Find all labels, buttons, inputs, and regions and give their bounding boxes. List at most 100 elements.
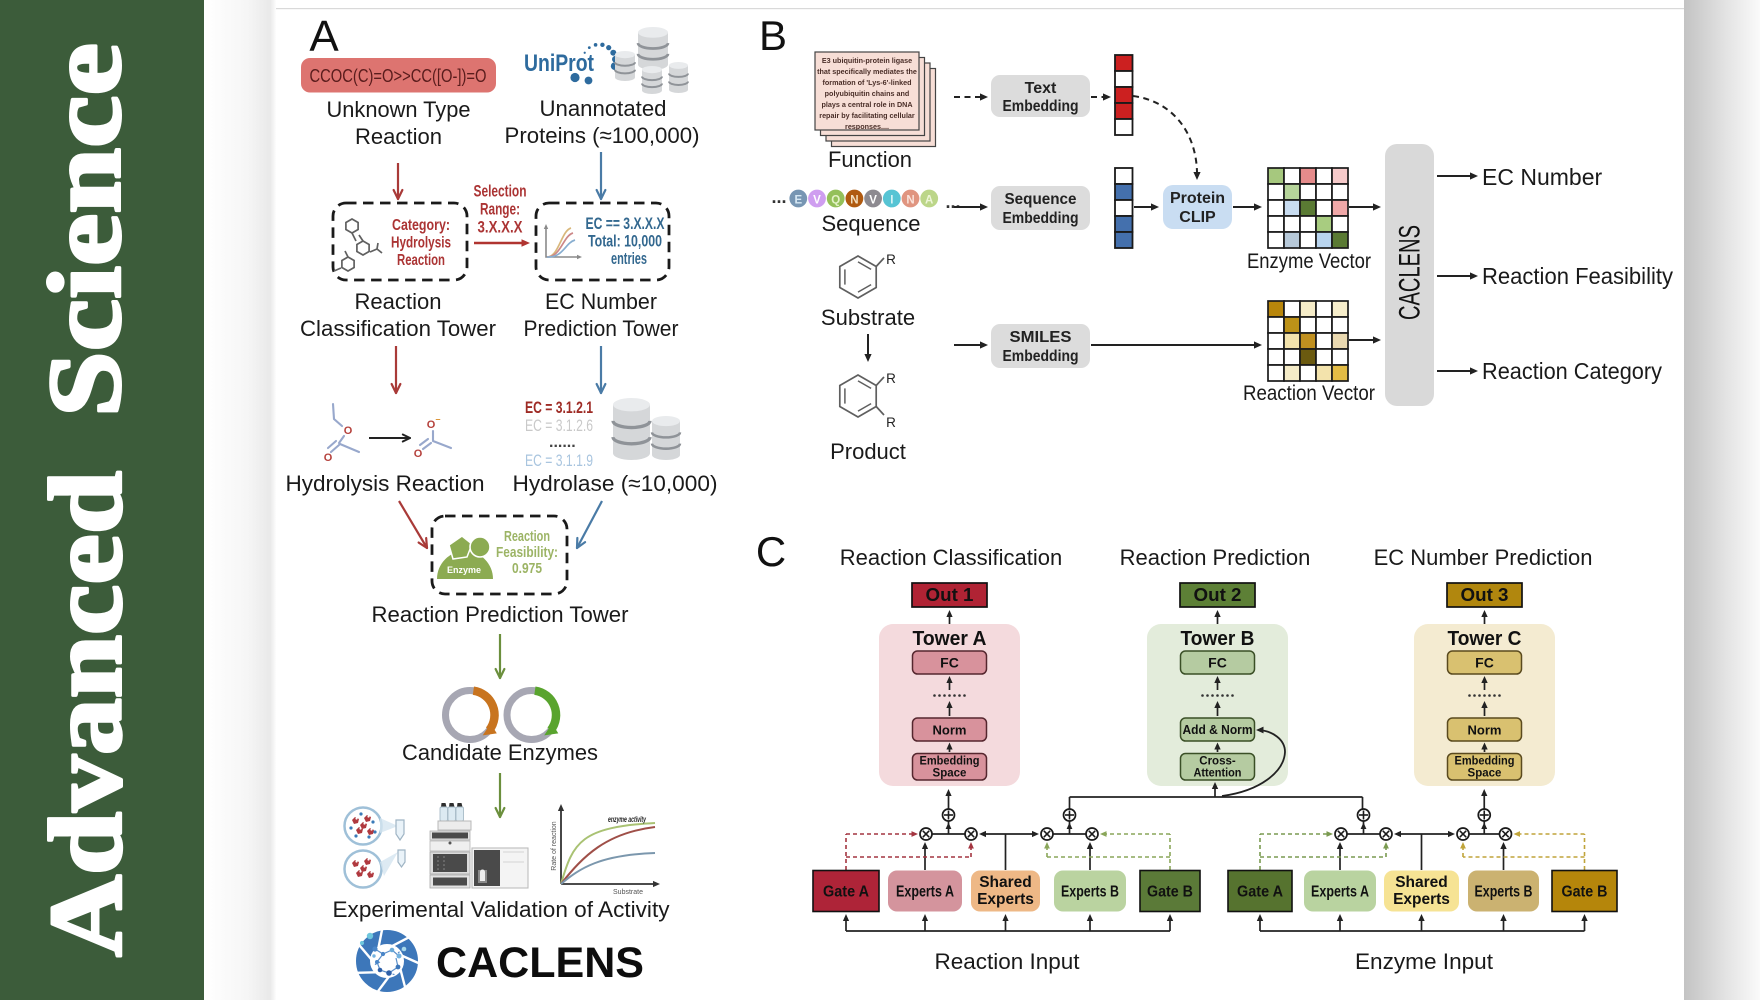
svg-text:Substrate: Substrate <box>821 305 915 330</box>
svg-text:Product: Product <box>830 439 906 464</box>
svg-text:Rate of reaction: Rate of reaction <box>551 821 558 871</box>
svg-text:polyubiquitin chains and: polyubiquitin chains and <box>825 89 910 98</box>
svg-text:Text: Text <box>1025 80 1057 97</box>
svg-text:Gate A: Gate A <box>823 884 869 901</box>
svg-text:Candidate Enzymes: Candidate Enzymes <box>402 740 598 765</box>
svg-text:V: V <box>869 195 877 207</box>
svg-text:O: O <box>344 425 353 437</box>
svg-text:Total: 10,000: Total: 10,000 <box>588 233 662 251</box>
svg-text:–: – <box>435 414 440 424</box>
svg-text:0.975: 0.975 <box>512 560 542 577</box>
svg-text:R: R <box>886 371 896 386</box>
svg-text:Proteins (≈100,000): Proteins (≈100,000) <box>505 123 700 148</box>
svg-text:Unannotated: Unannotated <box>540 96 667 121</box>
svg-text:Reaction Prediction: Reaction Prediction <box>1120 545 1311 570</box>
svg-text:repair by facilitating cellula: repair by facilitating cellular <box>819 111 915 120</box>
svg-text:CACLENS: CACLENS <box>1394 225 1427 320</box>
svg-text:Add & Norm: Add & Norm <box>1183 723 1253 737</box>
svg-text:Feasibility:: Feasibility: <box>496 544 558 561</box>
svg-text:EC Number Prediction: EC Number Prediction <box>1374 545 1593 570</box>
svg-text:FC: FC <box>1208 655 1227 671</box>
svg-text:EC Number: EC Number <box>1482 164 1602 190</box>
svg-text:Reaction: Reaction <box>504 528 550 545</box>
svg-text:N: N <box>850 195 858 207</box>
svg-text:Gate B: Gate B <box>1562 884 1608 901</box>
svg-text:Selection: Selection <box>474 183 527 201</box>
svg-text:Cross-: Cross- <box>1199 756 1236 768</box>
svg-text:V: V <box>813 195 821 207</box>
svg-text:Hydrolysis: Hydrolysis <box>391 235 451 252</box>
svg-text:A: A <box>309 12 339 61</box>
svg-text:Reaction: Reaction <box>355 124 442 149</box>
svg-text:EC = 3.1.2.1: EC = 3.1.2.1 <box>525 399 593 417</box>
svg-text:Unknown Type: Unknown Type <box>327 97 471 122</box>
svg-text:Shared: Shared <box>1395 874 1448 891</box>
svg-text:SMILES: SMILES <box>1010 329 1072 346</box>
svg-text:Advanced: Advanced <box>29 471 144 957</box>
svg-text:Tower B: Tower B <box>1181 628 1255 650</box>
svg-text:Space: Space <box>933 768 967 780</box>
svg-text:Embedding: Embedding <box>1003 348 1079 365</box>
svg-text:EC = 3.1.2.6: EC = 3.1.2.6 <box>525 417 593 435</box>
svg-text:Gate B: Gate B <box>1147 884 1193 901</box>
svg-text:Enzyme: Enzyme <box>447 565 481 576</box>
svg-text:Protein: Protein <box>1170 190 1225 207</box>
svg-text:FC: FC <box>940 655 959 671</box>
svg-text:Out 1: Out 1 <box>926 585 974 605</box>
svg-text:Out 3: Out 3 <box>1461 585 1509 605</box>
svg-text:Sequence: Sequence <box>821 211 920 236</box>
svg-text:Attention: Attention <box>1194 768 1242 780</box>
svg-text:E3 ubiquitin-protein ligase: E3 ubiquitin-protein ligase <box>822 56 912 65</box>
svg-text:Experts A: Experts A <box>896 884 954 901</box>
svg-text:Reaction: Reaction <box>355 289 442 314</box>
svg-text:Enzyme Input: Enzyme Input <box>1355 949 1493 974</box>
svg-text:Hydrolysis Reaction: Hydrolysis Reaction <box>286 471 485 496</box>
svg-text:N: N <box>906 195 914 207</box>
svg-text:Experimental Validation of Act: Experimental Validation of Activity <box>333 897 671 922</box>
svg-text:plays a central role in DNA: plays a central role in DNA <box>821 100 912 109</box>
svg-text:Reaction Input: Reaction Input <box>935 949 1080 974</box>
svg-text:Reaction Vector: Reaction Vector <box>1243 382 1375 405</box>
svg-text:Tower C: Tower C <box>1448 628 1522 650</box>
svg-text:CCOC(C)=O>>CC([O-])=O: CCOC(C)=O>>CC([O-])=O <box>310 65 487 86</box>
svg-text:Category:: Category: <box>392 217 450 234</box>
svg-text:Enzyme Vector: Enzyme Vector <box>1247 250 1371 273</box>
svg-text:Gate A: Gate A <box>1237 884 1283 901</box>
svg-text:entries: entries <box>611 250 647 268</box>
svg-text:Reaction Feasibility: Reaction Feasibility <box>1482 263 1673 289</box>
svg-text:Reaction Category: Reaction Category <box>1482 358 1662 384</box>
svg-text:EC == 3.X.X.X: EC == 3.X.X.X <box>586 215 665 233</box>
svg-text:B: B <box>759 12 787 59</box>
svg-text:Hydrolase (≈10,000): Hydrolase (≈10,000) <box>513 471 718 496</box>
svg-text:Prediction Tower: Prediction Tower <box>524 316 679 341</box>
svg-text:Tower A: Tower A <box>913 628 987 650</box>
svg-text:CLIP: CLIP <box>1179 209 1216 226</box>
svg-text:Experts A: Experts A <box>1311 884 1369 901</box>
svg-text:O: O <box>324 452 333 464</box>
svg-text:Norm: Norm <box>933 723 967 738</box>
svg-text:enzyme activity: enzyme activity <box>608 815 646 824</box>
svg-text:I: I <box>890 195 893 207</box>
svg-text:O: O <box>427 419 436 431</box>
svg-text:Out 2: Out 2 <box>1194 585 1242 605</box>
svg-text:FC: FC <box>1475 655 1494 671</box>
svg-text:Shared: Shared <box>979 874 1032 891</box>
svg-text:A: A <box>925 195 933 207</box>
svg-text:formation of 'Lys-6'-linked: formation of 'Lys-6'-linked <box>822 78 911 87</box>
svg-text:UniProt: UniProt <box>524 50 594 77</box>
svg-text:Norm: Norm <box>1468 723 1502 738</box>
svg-text:Classification Tower: Classification Tower <box>300 316 496 341</box>
svg-text:Function: Function <box>828 147 912 172</box>
svg-text:O: O <box>414 448 423 460</box>
svg-text:Range:: Range: <box>480 201 520 219</box>
svg-text:that specifically mediates the: that specifically mediates the <box>817 67 917 76</box>
svg-text:CACLENS: CACLENS <box>436 939 644 987</box>
svg-text:Experts: Experts <box>1393 891 1450 908</box>
svg-text:Embedding: Embedding <box>1003 98 1079 115</box>
svg-text:R: R <box>886 252 896 267</box>
svg-text:Experts: Experts <box>977 891 1034 908</box>
svg-text:Experts B: Experts B <box>1475 884 1533 901</box>
svg-text:......: ...... <box>549 434 576 451</box>
svg-text:EC Number: EC Number <box>545 289 657 314</box>
svg-text:Embedding: Embedding <box>1455 756 1515 768</box>
